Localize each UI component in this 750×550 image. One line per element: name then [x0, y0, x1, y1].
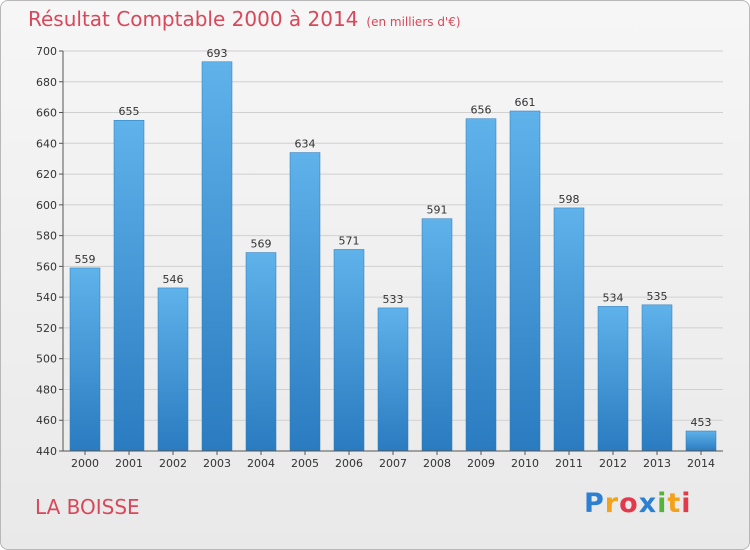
logo-letter: r [604, 488, 620, 519]
y-tick-label: 460 [36, 414, 57, 427]
y-tick-label: 620 [36, 168, 57, 181]
data-label: 661 [515, 96, 536, 109]
x-tick-label: 2005 [291, 457, 319, 470]
bar [641, 304, 673, 452]
x-tick-label: 2003 [203, 457, 231, 470]
x-tick-label: 2006 [335, 457, 363, 470]
bar [157, 287, 189, 452]
chart-title-block: Résultat Comptable 2000 à 2014 (en millie… [28, 7, 461, 31]
bar [245, 252, 277, 452]
y-tick-label: 660 [36, 107, 57, 120]
bar [201, 61, 233, 452]
x-tick-label: 2004 [247, 457, 275, 470]
x-tick-label: 2011 [555, 457, 583, 470]
proxiti-logo: Proxiti [584, 488, 692, 519]
x-tick-label: 2001 [115, 457, 143, 470]
y-tick-label: 500 [36, 353, 57, 366]
data-label: 634 [295, 138, 316, 151]
data-label: 571 [339, 234, 360, 247]
logo-letter: i [657, 488, 668, 519]
y-tick-label: 580 [36, 230, 57, 243]
data-label: 598 [559, 193, 580, 206]
x-tick-label: 2009 [467, 457, 495, 470]
x-tick-label: 2010 [511, 457, 539, 470]
logo-letter: x [638, 488, 658, 519]
data-label: 591 [427, 204, 448, 217]
axes: 440 460 480 500 520 540 560 580 600 620 640 660 680 7… [36, 45, 723, 470]
bar [377, 307, 409, 452]
chart-title: Résultat Comptable 2000 à 2014 [28, 7, 359, 31]
data-label: 533 [383, 293, 404, 306]
x-tick-label: 2002 [159, 457, 187, 470]
place-name: LA BOISSE [35, 495, 140, 519]
data-label: 569 [251, 238, 272, 251]
bar [113, 119, 145, 452]
y-tick-label: 680 [36, 76, 57, 89]
y-tick-label: 640 [36, 137, 57, 150]
x-tick-label: 2007 [379, 457, 407, 470]
data-label: 559 [75, 253, 96, 266]
logo-letter: t [667, 488, 682, 519]
y-tick-label: 600 [36, 199, 57, 212]
bar [465, 118, 497, 452]
x-tick-label: 2000 [71, 457, 99, 470]
x-tick-label: 2014 [687, 457, 715, 470]
data-label: 453 [691, 416, 712, 429]
x-tick-label: 2008 [423, 457, 451, 470]
bar [597, 306, 629, 452]
x-tick-label: 2013 [643, 457, 671, 470]
bar [553, 207, 585, 452]
y-tick-label: 440 [36, 445, 57, 458]
bar [685, 430, 717, 452]
bars: 559 655 546 693 569 634 571 533 591 656 661 598 534 5… [69, 47, 717, 452]
bar [289, 152, 321, 452]
data-label: 535 [647, 290, 668, 303]
data-label: 656 [471, 104, 492, 117]
bar [509, 110, 541, 452]
data-label: 693 [207, 47, 228, 60]
y-tick-label: 540 [36, 291, 57, 304]
x-tick-label: 2012 [599, 457, 627, 470]
data-label: 655 [119, 105, 140, 118]
chart-subtitle: (en milliers d'€) [366, 15, 461, 29]
bar [69, 267, 101, 452]
data-label: 534 [603, 291, 624, 304]
y-tick-label: 700 [36, 45, 57, 58]
logo-letter: i [681, 488, 692, 519]
logo-letter: o [619, 488, 639, 519]
logo-letter: P [584, 488, 605, 519]
bar [421, 218, 453, 452]
y-tick-label: 480 [36, 383, 57, 396]
y-tick-label: 560 [36, 260, 57, 273]
data-label: 546 [163, 273, 184, 286]
y-tick-label: 520 [36, 322, 57, 335]
bar [333, 249, 365, 452]
